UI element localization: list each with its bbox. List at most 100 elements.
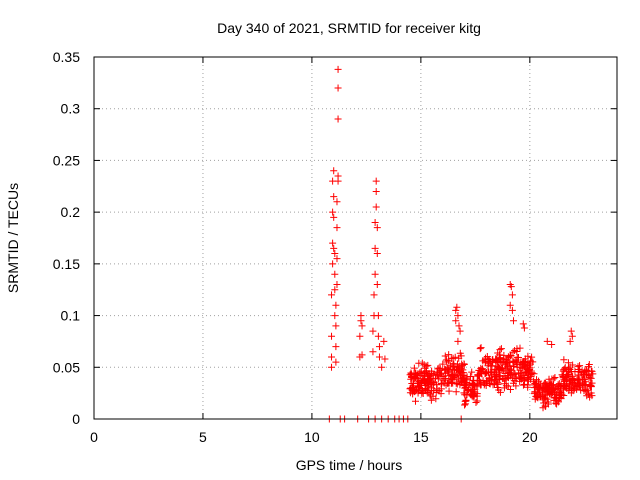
data-point <box>332 301 340 309</box>
data-point <box>445 357 453 365</box>
data-point <box>407 370 415 378</box>
data-point <box>453 303 461 311</box>
data-point <box>585 367 593 375</box>
data-point <box>419 376 427 384</box>
data-point <box>330 213 338 221</box>
data-point <box>332 343 340 351</box>
data-point <box>539 396 547 404</box>
data-point <box>543 395 551 403</box>
data-point <box>455 322 463 330</box>
data-point <box>576 362 584 370</box>
y-tick-label: 0.1 <box>61 308 81 324</box>
data-point <box>330 167 338 175</box>
data-point <box>371 244 379 252</box>
data-point <box>570 384 578 392</box>
data-point <box>463 376 471 384</box>
data-point <box>332 322 340 330</box>
data-point <box>522 359 530 367</box>
data-point <box>551 393 559 401</box>
data-point <box>369 348 377 356</box>
data-point <box>442 369 450 377</box>
data-point <box>561 377 569 385</box>
data-point <box>454 312 462 320</box>
data-point <box>525 366 533 374</box>
data-point <box>501 380 509 388</box>
data-point <box>410 374 418 382</box>
data-point <box>524 352 532 360</box>
data-point <box>334 115 342 123</box>
data-point <box>494 383 502 391</box>
data-point <box>419 388 427 396</box>
data-point <box>417 381 425 389</box>
data-point <box>378 363 386 371</box>
data-point <box>540 399 548 407</box>
data-point <box>417 367 425 375</box>
data-point <box>509 357 517 365</box>
data-point <box>406 371 414 379</box>
data-point <box>331 270 339 278</box>
data-point <box>519 360 527 368</box>
data-point <box>328 332 336 340</box>
data-point <box>333 255 341 263</box>
data-point <box>508 306 516 314</box>
data-point <box>437 390 445 398</box>
data-layer <box>325 65 597 423</box>
y-tick-label: 0.2 <box>61 204 81 220</box>
data-point <box>372 187 380 195</box>
data-point <box>505 353 513 361</box>
data-point <box>373 281 381 289</box>
plot-frame <box>93 56 618 420</box>
data-point <box>445 351 453 359</box>
data-point <box>467 391 475 399</box>
data-point <box>373 224 381 232</box>
data-point <box>356 332 364 340</box>
data-point <box>513 348 521 356</box>
data-point <box>513 353 521 361</box>
data-point <box>456 327 464 335</box>
data-point <box>563 373 571 381</box>
data-point <box>540 385 548 393</box>
data-point <box>333 198 341 206</box>
data-point <box>519 320 527 328</box>
data-point <box>357 312 365 320</box>
y-tick-label: 0.3 <box>61 101 81 117</box>
data-point <box>329 260 337 268</box>
data-point <box>333 224 341 232</box>
data-point <box>552 399 560 407</box>
data-point <box>584 386 592 394</box>
data-point <box>531 395 539 403</box>
data-point <box>586 381 594 389</box>
data-point <box>446 375 454 383</box>
data-point <box>585 390 593 398</box>
data-point <box>585 373 593 381</box>
data-point <box>533 376 541 384</box>
data-point <box>497 345 505 353</box>
y-tick-label: 0 <box>72 411 80 427</box>
data-point <box>509 317 517 325</box>
data-point <box>332 358 340 366</box>
data-point <box>329 208 337 216</box>
x-tick-label: 5 <box>199 429 207 445</box>
x-tick-label: 20 <box>522 429 538 445</box>
data-point <box>452 306 460 314</box>
data-point <box>501 358 509 366</box>
data-point <box>375 353 383 361</box>
data-point <box>506 301 514 309</box>
data-point <box>441 352 449 360</box>
data-point <box>477 344 485 352</box>
data-point <box>477 381 485 389</box>
data-point <box>549 381 557 389</box>
data-point <box>567 327 575 335</box>
data-point <box>476 367 484 375</box>
data-point <box>371 270 379 278</box>
data-point <box>508 291 516 299</box>
data-point <box>411 397 419 405</box>
data-point <box>427 374 435 382</box>
data-point <box>439 360 447 368</box>
data-point <box>328 353 336 361</box>
data-point <box>551 373 559 381</box>
data-point <box>380 337 388 345</box>
data-point <box>550 389 558 397</box>
data-point <box>369 327 377 335</box>
